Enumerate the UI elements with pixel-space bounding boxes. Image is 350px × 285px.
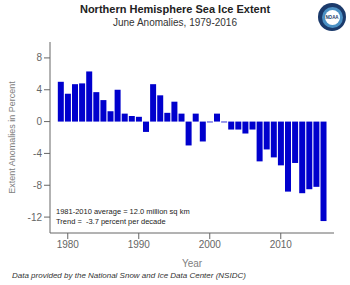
html-text:Trend = -3.7 percent per decad: Trend = -3.7 percent per decade: [56, 217, 166, 226]
html-text:1981-2010 average = 12.0 milli: 1981-2010 average = 12.0 million sq km: [56, 207, 190, 216]
svg-text:-8: -8: [33, 180, 42, 191]
html-text:Data provided by the National: Data provided by the National Snow and I…: [12, 271, 246, 280]
svg-text:1980: 1980: [57, 239, 80, 250]
svg-text:-12: -12: [28, 212, 43, 223]
svg-text:Year: Year: [182, 258, 203, 269]
svg-text:Extent Anomalies in Percent: Extent Anomalies in Percent: [7, 81, 17, 194]
svg-text:4: 4: [36, 84, 42, 95]
svg-text:8: 8: [36, 52, 42, 63]
html-text:June Anomalies, 1979-2016: June Anomalies, 1979-2016: [113, 17, 237, 28]
html-text:NOAA: NOAA: [325, 14, 339, 20]
svg-text:1990: 1990: [128, 239, 151, 250]
svg-text:2000: 2000: [199, 239, 222, 250]
svg-text:-4: -4: [33, 148, 42, 159]
svg-text:0: 0: [36, 116, 42, 127]
svg-text:2010: 2010: [270, 239, 293, 250]
html-text:Northern Hemisphere Sea Ice Ex: Northern Hemisphere Sea Ice Extent: [79, 3, 271, 15]
